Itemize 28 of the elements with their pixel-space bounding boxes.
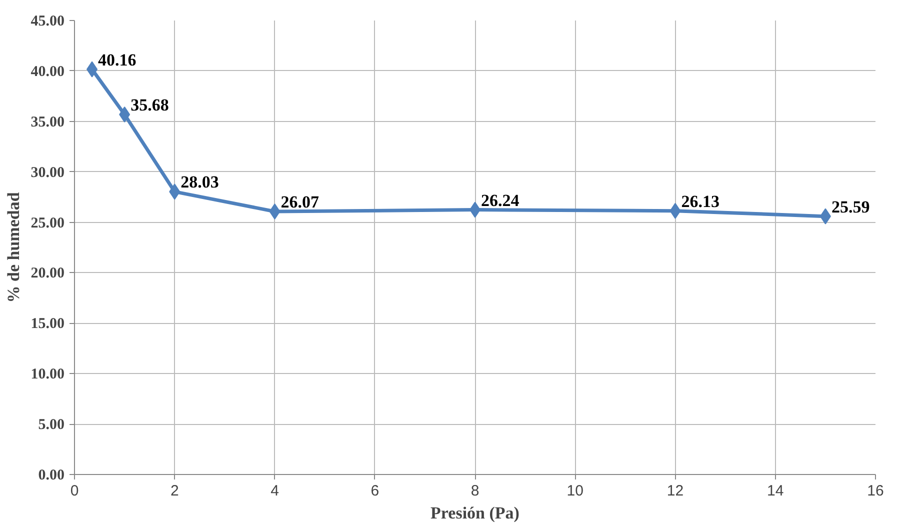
- x-tick-label: 14: [767, 482, 784, 500]
- data-label: 28.03: [180, 172, 219, 192]
- x-axis-title: Presión (Pa): [430, 504, 520, 522]
- data-label: 26.24: [481, 190, 520, 210]
- y-tick-label: 15.00: [30, 316, 64, 332]
- y-axis-title: % de humedad: [4, 192, 23, 303]
- y-tick-label: 5.00: [38, 417, 64, 434]
- x-tick-label: 12: [666, 482, 684, 500]
- x-tick-label: 4: [270, 482, 279, 500]
- x-tick-label: 10: [566, 482, 584, 500]
- data-label: 25.59: [831, 197, 870, 216]
- y-tick-label: 20.00: [30, 266, 64, 282]
- y-tick-label: 0.00: [38, 468, 64, 484]
- data-label: 40.16: [98, 50, 136, 70]
- data-label: 35.68: [130, 96, 169, 115]
- y-tick-label: 10.00: [30, 366, 64, 383]
- x-tick-label: 8: [470, 482, 480, 500]
- x-tick-label: 6: [370, 482, 380, 500]
- y-tick-label: 45.00: [30, 14, 64, 30]
- y-tick-label: 40.00: [30, 64, 64, 80]
- data-label: 26.07: [280, 192, 320, 212]
- data-label: 26.13: [681, 192, 720, 211]
- y-tick-label: 30.00: [30, 164, 64, 181]
- y-tick-label: 25.00: [30, 215, 64, 232]
- x-tick-label: 16: [867, 482, 884, 500]
- x-tick-label: 0: [70, 482, 79, 500]
- x-tick-label: 2: [170, 482, 179, 500]
- y-tick-label: 35.00: [30, 114, 64, 130]
